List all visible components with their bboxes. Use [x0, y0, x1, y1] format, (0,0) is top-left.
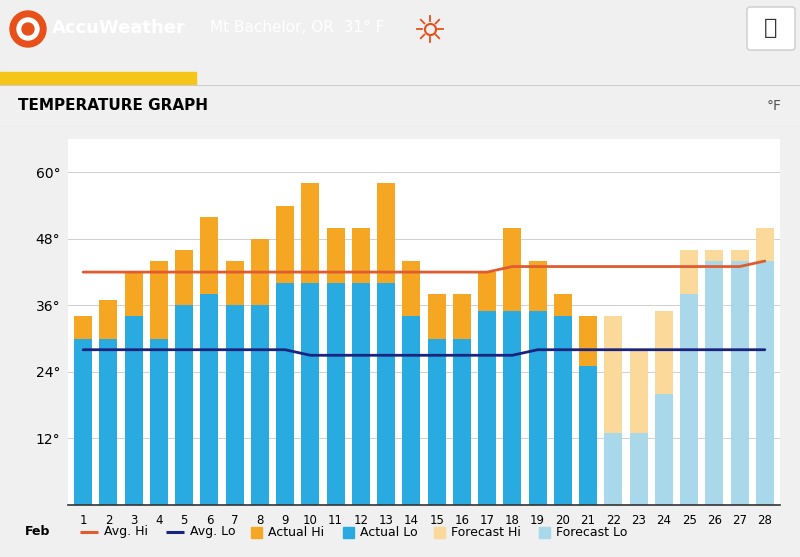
Bar — [74, 316, 92, 339]
Bar — [342, 526, 354, 538]
Bar — [377, 183, 395, 283]
Bar — [150, 339, 168, 505]
Text: °F: °F — [767, 99, 782, 113]
FancyBboxPatch shape — [747, 7, 795, 50]
Bar — [150, 261, 168, 339]
Bar — [226, 261, 244, 305]
Circle shape — [17, 18, 39, 40]
Text: TEMPERATURE GRAPH: TEMPERATURE GRAPH — [18, 99, 208, 114]
Bar — [554, 316, 572, 505]
Bar — [302, 183, 319, 283]
Bar — [730, 250, 749, 261]
Bar — [74, 339, 92, 505]
Bar — [630, 350, 648, 433]
Bar — [175, 305, 194, 505]
Bar — [377, 283, 395, 505]
Bar — [579, 367, 598, 505]
Bar — [352, 283, 370, 505]
Bar — [402, 316, 421, 505]
Bar — [503, 228, 522, 311]
Text: Mt Bachelor, OR  31° F: Mt Bachelor, OR 31° F — [210, 21, 384, 36]
Text: Actual Lo: Actual Lo — [359, 525, 417, 539]
Text: Avg. Lo: Avg. Lo — [190, 525, 235, 539]
Text: AccuWeather: AccuWeather — [52, 19, 186, 37]
Bar — [302, 283, 319, 505]
Text: Forecast Lo: Forecast Lo — [555, 525, 627, 539]
Text: Feb: Feb — [26, 525, 50, 538]
Bar — [99, 339, 118, 505]
Bar — [604, 433, 622, 505]
Bar — [99, 300, 118, 339]
Bar — [125, 316, 142, 505]
Bar — [453, 339, 471, 505]
Text: Actual Hi: Actual Hi — [268, 525, 324, 539]
Bar — [427, 294, 446, 339]
Bar — [250, 239, 269, 305]
Text: ✦: ✦ — [22, 22, 34, 37]
Bar — [276, 283, 294, 505]
Bar — [680, 294, 698, 505]
Bar — [453, 294, 471, 339]
Bar — [200, 294, 218, 505]
Bar — [538, 526, 550, 538]
Bar — [125, 272, 142, 316]
Bar — [250, 305, 269, 505]
Bar — [680, 250, 698, 294]
Bar — [756, 228, 774, 261]
Bar — [478, 272, 496, 311]
Bar — [630, 433, 648, 505]
Bar — [503, 311, 522, 505]
Bar — [276, 206, 294, 283]
Bar — [706, 261, 723, 505]
Bar — [326, 228, 345, 283]
Bar — [730, 261, 749, 505]
Bar — [427, 339, 446, 505]
Bar — [352, 228, 370, 283]
Bar — [529, 311, 546, 505]
Bar — [529, 261, 546, 311]
Circle shape — [10, 11, 46, 47]
Bar — [0, 72, 196, 85]
Bar — [175, 250, 194, 305]
Circle shape — [22, 23, 34, 35]
Bar — [200, 217, 218, 294]
Text: ⌕: ⌕ — [764, 18, 778, 38]
Bar — [654, 311, 673, 394]
Bar — [756, 261, 774, 505]
Bar — [402, 261, 421, 316]
Bar — [654, 394, 673, 505]
Bar — [554, 294, 572, 316]
Bar — [226, 305, 244, 505]
Bar — [434, 526, 445, 538]
Text: Forecast Hi: Forecast Hi — [451, 525, 521, 539]
Text: Avg. Hi: Avg. Hi — [104, 525, 148, 539]
Bar — [326, 283, 345, 505]
Bar — [579, 316, 598, 367]
Bar — [706, 250, 723, 261]
Bar — [251, 526, 262, 538]
Bar — [478, 311, 496, 505]
Bar — [604, 316, 622, 433]
